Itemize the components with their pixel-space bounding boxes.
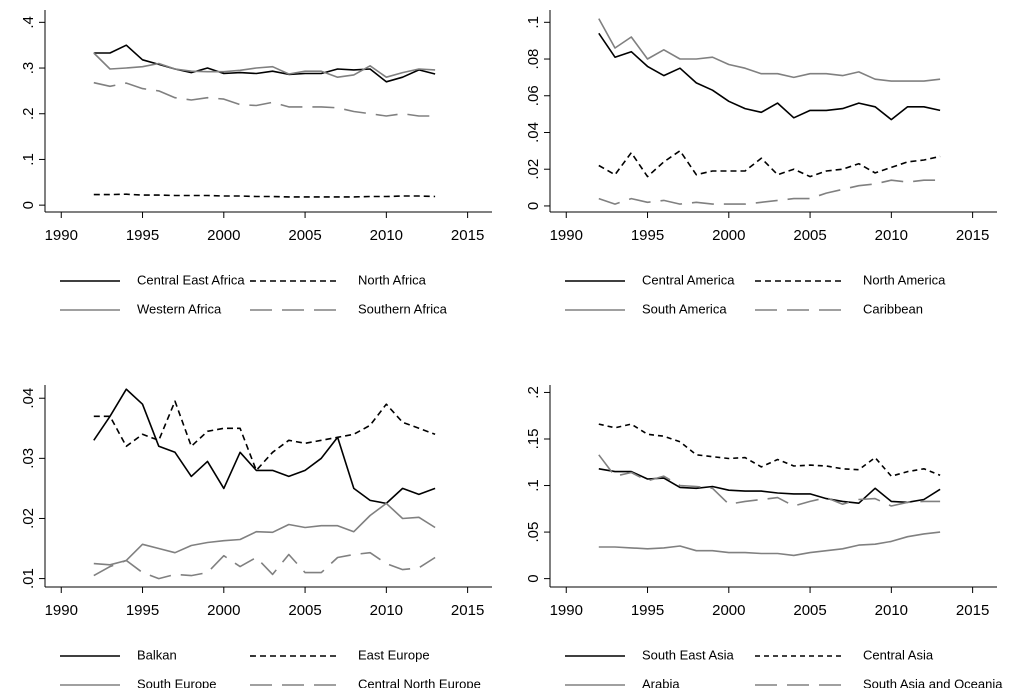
x-tick-label: 1990	[550, 227, 583, 244]
panel: 0 .05 .1 .15 .2 1990 1995 2000 2005 2010 2015 South…	[525, 385, 1003, 688]
y-tick-label: .02	[20, 508, 37, 529]
legend-label: Balkan	[137, 647, 177, 662]
series-line	[93, 502, 436, 566]
legend-label: Central North Europe	[358, 676, 481, 688]
y-tick-label: .04	[525, 122, 542, 143]
y-tick-label: 0	[525, 574, 542, 582]
x-tick-label: 2005	[793, 227, 826, 244]
series-line	[93, 193, 436, 198]
x-tick-label: 1995	[126, 227, 159, 244]
series-line	[93, 52, 436, 78]
series-line	[93, 388, 436, 505]
series-line	[93, 551, 436, 580]
series-line	[598, 32, 941, 121]
y-tick-label: .1	[20, 153, 37, 166]
series-line	[93, 81, 436, 117]
series-line	[598, 423, 941, 477]
x-tick-label: 1995	[631, 227, 664, 244]
y-tick-label: .4	[20, 16, 37, 29]
panel: .01 .02 .03 .04 1990 1995 2000 2005 2010 2015 Balk…	[20, 385, 492, 688]
x-tick-label: 2010	[370, 602, 403, 619]
x-tick-label: 2000	[207, 227, 240, 244]
x-tick-label: 2010	[875, 602, 908, 619]
legend-label: North America	[863, 272, 946, 287]
series-line	[598, 18, 941, 82]
series-line	[93, 400, 436, 472]
series-line	[598, 150, 941, 178]
x-tick-label: 2000	[712, 602, 745, 619]
legend-label: East Europe	[358, 647, 430, 662]
legend-label: Caribbean	[863, 301, 923, 316]
legend-label: Western Africa	[137, 301, 222, 316]
series-line	[598, 531, 941, 557]
y-tick-label: .05	[525, 522, 542, 543]
legend-label: South Europe	[137, 676, 217, 688]
y-tick-label: .08	[525, 49, 542, 70]
x-tick-label: 2015	[956, 227, 989, 244]
x-tick-label: 1990	[550, 602, 583, 619]
y-tick-label: .2	[525, 386, 542, 399]
legend-label: Southern Africa	[358, 301, 448, 316]
x-tick-label: 2000	[712, 227, 745, 244]
legend-label: Central Asia	[863, 647, 934, 662]
x-tick-label: 1990	[45, 602, 78, 619]
y-tick-label: .02	[525, 159, 542, 180]
y-tick-label: 0	[525, 202, 542, 210]
panel: 0 .02 .04 .06 .08 .1 1990 1995 2000 2005 2010 2015 C…	[525, 10, 997, 316]
x-tick-label: 2015	[956, 602, 989, 619]
y-tick-label: .1	[525, 479, 542, 492]
y-tick-label: .2	[20, 107, 37, 120]
legend-label: Central America	[642, 272, 735, 287]
y-tick-label: .03	[20, 448, 37, 469]
legend-label: North Africa	[358, 272, 427, 287]
y-tick-label: .01	[20, 568, 37, 589]
x-tick-label: 1995	[126, 602, 159, 619]
x-tick-label: 1995	[631, 602, 664, 619]
x-tick-label: 2015	[451, 227, 484, 244]
x-tick-label: 2015	[451, 602, 484, 619]
y-tick-label: 0	[20, 201, 37, 209]
x-tick-label: 2010	[875, 227, 908, 244]
legend-label: South East Asia	[642, 647, 735, 662]
panel: 0 .1 .2 .3 .4 1990 1995 2000 2005 2010 2015 Central…	[20, 10, 492, 316]
x-tick-label: 2005	[793, 602, 826, 619]
y-tick-label: .04	[20, 388, 37, 409]
y-tick-label: .15	[525, 429, 542, 450]
x-tick-label: 1990	[45, 227, 78, 244]
x-tick-label: 2010	[370, 227, 403, 244]
y-tick-label: .06	[525, 85, 542, 106]
series-line	[598, 454, 941, 507]
y-tick-label: .3	[20, 62, 37, 75]
series-line	[93, 44, 436, 83]
legend-label: South America	[642, 301, 727, 316]
x-tick-label: 2005	[288, 227, 321, 244]
x-tick-label: 2005	[288, 602, 321, 619]
x-tick-label: 2000	[207, 602, 240, 619]
legend-label: Central East Africa	[137, 272, 245, 287]
legend-label: South Asia and Oceania	[863, 676, 1003, 688]
y-tick-label: .1	[525, 16, 542, 29]
series-line	[598, 179, 941, 205]
legend-label: Arabia	[642, 676, 680, 688]
